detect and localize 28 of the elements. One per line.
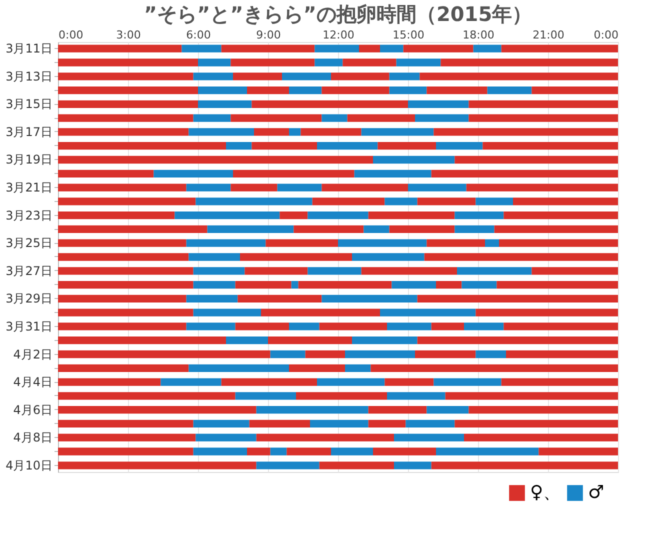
x-tick-label: 21:00	[532, 28, 564, 42]
x-tick-label: 18:00	[462, 28, 494, 42]
y-tick-label: 3月25日	[6, 236, 52, 250]
y-tick-label: 3月23日	[6, 208, 52, 222]
y-tick-label: 3月27日	[6, 264, 52, 278]
y-tick-label: 4月4日	[13, 375, 52, 390]
y-tick-label: 4月8日	[13, 430, 52, 445]
y-tick-label: 3月21日	[6, 180, 52, 195]
y-tick-label: 3月15日	[6, 97, 52, 112]
y-tick-label: 3月19日	[6, 152, 52, 167]
x-tick-label: 15:00	[392, 28, 424, 42]
y-tick-label: 3月11日	[6, 42, 52, 56]
x-tick-label: 9:00	[256, 28, 281, 42]
x-tick-label: 0:00	[58, 28, 84, 42]
y-tick-label: 3月31日	[6, 319, 52, 334]
legend-label: ♀、	[530, 482, 562, 503]
y-tick-label: 4月6日	[13, 402, 52, 417]
x-tick-label: 0:00	[594, 28, 618, 42]
x-tick-label: 6:00	[186, 28, 211, 42]
legend-label: ♂	[588, 482, 604, 503]
y-tick-label: 3月17日	[6, 124, 52, 139]
y-tick-label: 3月13日	[6, 69, 52, 84]
chart-title: ”そら”と”きらら”の抱卵時間（2015年）	[144, 2, 532, 26]
y-tick-label: 3月29日	[6, 292, 52, 306]
x-tick-label: 3:00	[116, 28, 141, 42]
x-tick-label: 12:00	[322, 28, 354, 42]
y-tick-label: 4月10日	[6, 458, 52, 472]
y-tick-label: 4月2日	[13, 347, 52, 362]
